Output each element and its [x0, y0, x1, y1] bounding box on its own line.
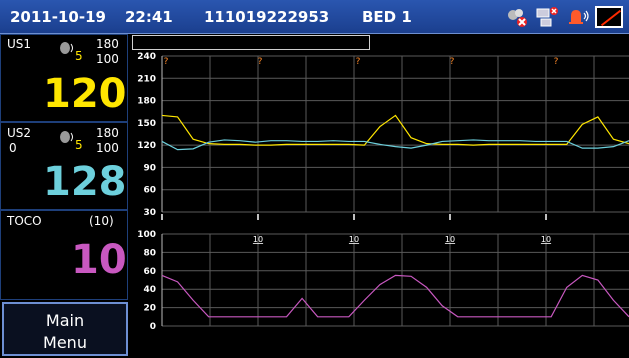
event-marker: ? [554, 57, 559, 67]
trace-line [161, 114, 629, 146]
us1-volume: 5 [75, 49, 83, 63]
trend-chart-area: 240 210 180 150 120 90 60 30 100 80 60 40 20 0????? 10… [130, 34, 629, 358]
us2-volume: 5 [75, 138, 83, 152]
us1-low-limit: 100 [96, 52, 119, 66]
main-menu-button[interactable]: Main Menu [2, 302, 128, 356]
y-tick-label: 60 [143, 267, 156, 277]
alarm-bell-icon[interactable] [565, 5, 589, 29]
y-tick-label: 30 [143, 208, 156, 218]
y-tick-label: 210 [137, 74, 156, 84]
event-marker: ? [258, 57, 263, 67]
y-tick-label: 100 [137, 230, 156, 240]
y-tick-label: 90 [143, 163, 156, 173]
y-tick-label: 150 [137, 119, 156, 129]
y-tick-label: 60 [143, 186, 156, 196]
toco-value: 10 [71, 237, 127, 283]
us1-value: 120 [43, 71, 127, 117]
event-marker: ? [450, 57, 455, 67]
event-marker: ? [356, 57, 361, 67]
toco-baseline: (10) [89, 214, 114, 228]
trend-charts: 240 210 180 150 120 90 60 30 100 80 60 40 20 0???? ? 10… [137, 52, 629, 332]
patient-id-text: 111019222953 [204, 8, 330, 26]
us2-label: US2 [7, 126, 32, 140]
us1-high-limit: 180 [96, 37, 119, 51]
toco-panel[interactable]: TOCO (10) 10 [0, 210, 128, 300]
speaker-icon [60, 131, 73, 143]
y-tick-label: 180 [137, 97, 156, 107]
toco-marker: 10 [253, 235, 263, 244]
event-marker: ? [164, 57, 169, 67]
message-box [132, 35, 370, 50]
main-menu-line2: Menu [43, 333, 87, 352]
date-text: 2011-10-19 [10, 8, 106, 26]
bed-label: BED 1 [362, 8, 412, 26]
us2-low-limit: 100 [96, 141, 119, 155]
y-tick-label: 120 [137, 141, 156, 151]
us2-high-limit: 180 [96, 126, 119, 140]
toco-label: TOCO [7, 214, 42, 228]
network-disconnected-icon[interactable] [505, 5, 529, 29]
speaker-icon [60, 42, 73, 54]
status-icons [505, 4, 623, 30]
us2-offset: 0 [9, 141, 17, 155]
trace-line [161, 139, 629, 151]
y-tick-label: 40 [143, 285, 156, 295]
y-tick-label: 80 [143, 248, 156, 258]
us1-panel[interactable]: US1 5 180 100 120 [0, 34, 128, 122]
toco-marker: 10 [445, 235, 455, 244]
time-text: 22:41 [125, 8, 173, 26]
y-tick-label: 0 [150, 322, 156, 332]
us2-panel[interactable]: US2 0 5 180 100 128 [0, 122, 128, 210]
monitor-disconnected-icon[interactable] [535, 5, 559, 29]
trace-line [161, 274, 629, 318]
us1-label: US1 [7, 37, 32, 51]
main-menu-line1: Main [45, 311, 85, 330]
y-tick-label: 20 [143, 304, 156, 314]
status-header: 2011-10-19 22:41 111019222953 BED 1 [0, 0, 629, 34]
toco-marker: 10 [349, 235, 359, 244]
toco-marker: 10 [541, 235, 551, 244]
us2-value: 128 [43, 159, 127, 205]
y-tick-label: 240 [137, 52, 156, 62]
printer-off-icon[interactable] [595, 6, 623, 28]
